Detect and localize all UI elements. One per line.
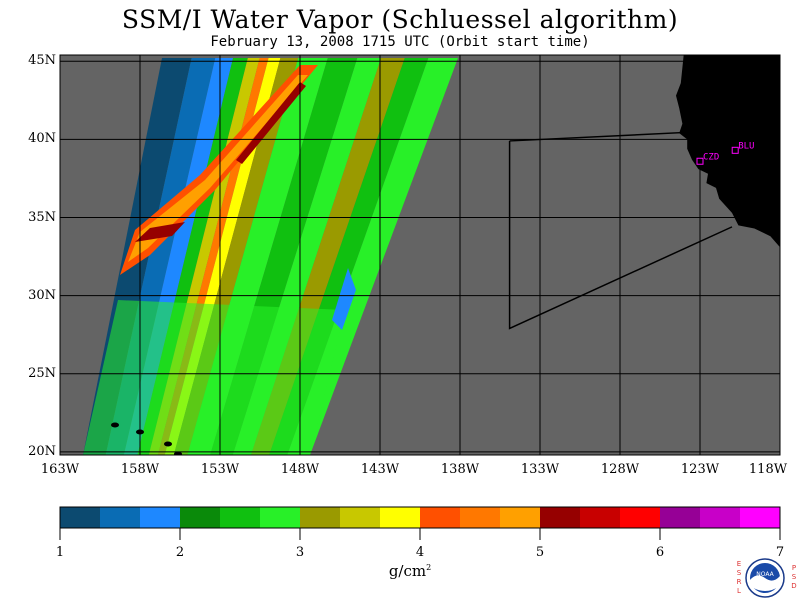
lon-label: 128W (600, 462, 640, 477)
logo-letter: R (736, 578, 742, 586)
colorbar-tick-label: 5 (535, 545, 545, 560)
colorbar-tick-label: 4 (415, 545, 425, 560)
logo-letter: S (736, 569, 742, 577)
colorbar-swatch (260, 507, 301, 528)
logo-letter: S (791, 573, 797, 581)
moisture-plume (236, 82, 306, 164)
island (174, 451, 182, 455)
lat-label: 30N (28, 287, 56, 303)
lon-label: 158W (120, 462, 160, 477)
lon-label: 138W (440, 462, 480, 477)
station-markers: CZD BLU (696, 141, 754, 165)
colorbar (59, 506, 781, 540)
colorbar-unit: g/cm2 (388, 562, 432, 580)
colorbar-swatch (580, 507, 621, 528)
swath-south-green (83, 300, 345, 455)
colorbar-swatch (380, 507, 421, 528)
colorbar-tick-label: 2 (175, 545, 185, 560)
colorbar-swatch (220, 507, 261, 528)
lat-label: 20N (28, 443, 56, 459)
colorbar-tick-label: 7 (775, 545, 785, 560)
flight-track-line (509, 130, 704, 142)
noaa-emblem-icon: NOAA (745, 558, 785, 598)
flight-track (508, 130, 733, 330)
station-label: BLU (738, 141, 754, 151)
colorbar-tick-label: 6 (655, 545, 665, 560)
colorbar-tick-label: 1 (55, 545, 65, 560)
colorbar-swatch (180, 507, 221, 528)
colorbar-swatch (340, 507, 381, 528)
lon-label: 143W (360, 462, 400, 477)
colorbar-swatch (660, 507, 701, 528)
lat-label: 25N (28, 365, 56, 381)
colorbar-swatch (500, 507, 541, 528)
map-subtitle: February 13, 2008 1715 UTC (Orbit start … (210, 34, 590, 50)
lon-label: 148W (280, 462, 320, 477)
lat-label: 35N (28, 209, 56, 225)
colorbar-swatch (740, 507, 781, 528)
lon-label: 133W (520, 462, 560, 477)
colorbar-tick-label: 3 (295, 545, 305, 560)
station-marker (696, 157, 704, 165)
svg-text:NOAA: NOAA (756, 571, 774, 578)
lon-label: 153W (200, 462, 240, 477)
colorbar-swatch (60, 507, 101, 528)
island (164, 441, 172, 447)
colorbar-swatch (540, 507, 581, 528)
noaa-logo: NOAA (731, 556, 799, 600)
colorbar-swatch (420, 507, 461, 528)
lon-label: 123W (680, 462, 720, 477)
map-frame (59, 54, 781, 456)
logo-letter: P (791, 564, 797, 572)
swath-dry-spot (332, 268, 356, 330)
colorbar-swatch (100, 507, 141, 528)
island (111, 422, 119, 428)
logo-letter: D (791, 582, 797, 590)
station-label: CZD (703, 152, 719, 162)
flight-track-line (508, 140, 733, 330)
lon-label: 163W (40, 462, 80, 477)
lon-label: 118W (748, 462, 788, 477)
lat-lon-grid (60, 55, 780, 455)
colorbar-swatch (140, 507, 181, 528)
colorbar-swatch (620, 507, 661, 528)
moisture-plume (135, 222, 185, 242)
colorbar-swatch (460, 507, 501, 528)
moisture-plume (128, 75, 308, 262)
land-mass (676, 55, 780, 248)
logo-letter: E (736, 560, 742, 568)
logo-letter: L (737, 587, 741, 595)
colorbar-swatch (300, 507, 341, 528)
station-marker (731, 146, 739, 154)
lat-label: 45N (28, 53, 56, 69)
california-coast (676, 55, 780, 248)
lat-label: 40N (28, 131, 56, 147)
colorbar-swatch (700, 507, 741, 528)
map-title: SSM/I Water Vapor (Schluessel algorithm) (121, 5, 679, 34)
